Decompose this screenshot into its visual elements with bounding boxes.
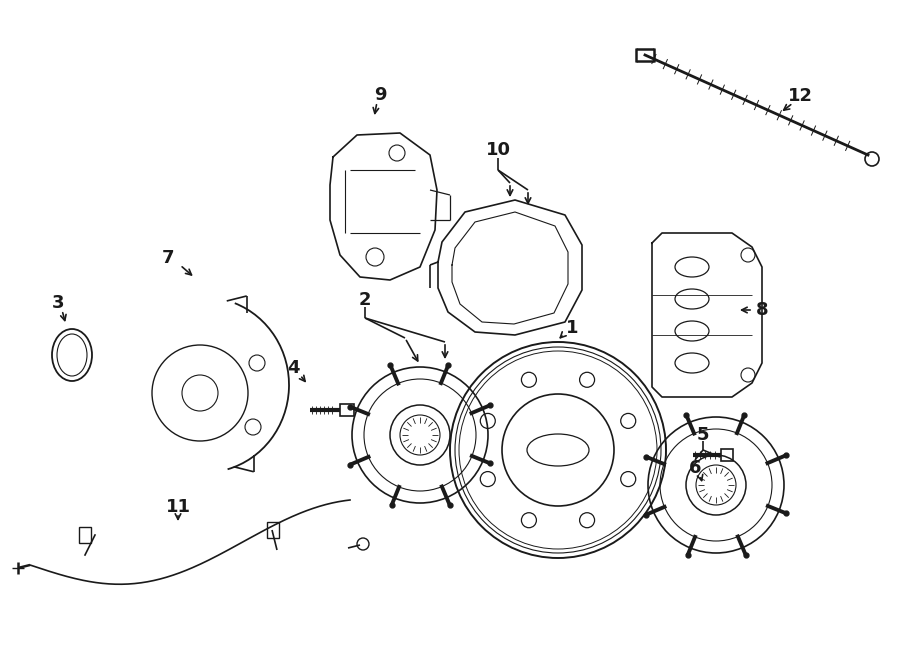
Text: 4: 4 [287,359,299,377]
Bar [79,527,91,543]
Text: 3: 3 [52,294,64,312]
Bar [721,449,733,461]
Bar [340,404,354,416]
Bar [267,522,279,538]
Text: 8: 8 [756,301,769,319]
Text: 2: 2 [359,291,371,309]
Text: 6: 6 [688,459,701,477]
Text: 11: 11 [166,498,191,516]
Text: 5: 5 [697,426,709,444]
Text: 7: 7 [162,249,175,267]
Text: 12: 12 [788,87,813,105]
Text: 1: 1 [566,319,578,337]
Text: 9: 9 [374,86,386,104]
Text: 10: 10 [485,141,510,159]
